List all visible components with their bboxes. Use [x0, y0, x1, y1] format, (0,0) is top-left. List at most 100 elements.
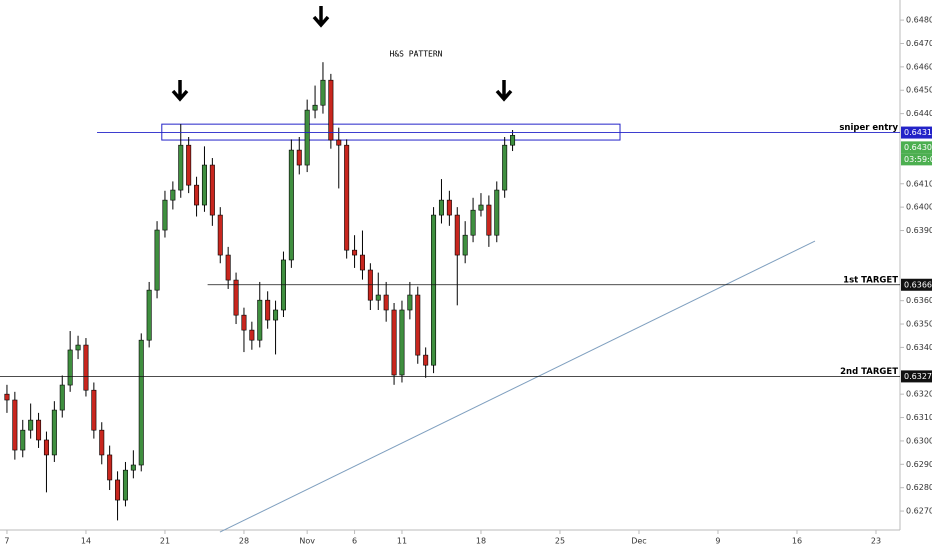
- trendline: [219, 240, 816, 533]
- candle-body: [494, 189, 500, 236]
- pattern-label: H&S PATTERN: [390, 50, 443, 59]
- x-tick-label: 18: [476, 537, 486, 546]
- candle-body: [320, 79, 326, 106]
- candle-body: [12, 399, 18, 451]
- candle-body: [352, 249, 358, 256]
- arrows: [171, 6, 513, 102]
- level-price-label: 0.63276: [904, 372, 932, 381]
- candle-body: [107, 454, 113, 481]
- candle-body: [28, 419, 34, 431]
- arrow: [312, 6, 330, 28]
- candle-body: [162, 199, 168, 231]
- candle-body: [83, 344, 89, 391]
- candle-body: [288, 149, 294, 261]
- candle-body: [20, 429, 26, 451]
- candle-body: [43, 439, 49, 456]
- candle-body: [201, 164, 207, 206]
- candle-body: [431, 214, 437, 366]
- candle-body: [209, 164, 215, 216]
- neckline-zone: [161, 123, 621, 141]
- x-tick-label: 11: [397, 537, 407, 546]
- candle-body: [407, 294, 413, 311]
- candle-body: [257, 299, 263, 341]
- y-tick-label: 0.62700: [906, 507, 932, 516]
- candle-body: [75, 344, 81, 351]
- candle-body: [470, 209, 476, 236]
- candle-body: [336, 139, 342, 146]
- candle-body: [454, 214, 460, 256]
- level-name: 2nd TARGET: [840, 367, 898, 377]
- candle-body: [154, 229, 160, 291]
- x-tick-label: 21: [160, 537, 170, 546]
- candle-body: [194, 184, 200, 206]
- current-price-box: [901, 141, 932, 154]
- x-tick-label: 6: [352, 537, 357, 546]
- candle-body: [273, 309, 279, 321]
- candle-body: [415, 294, 421, 356]
- candle-body: [99, 429, 105, 456]
- x-tick-label: 14: [81, 537, 91, 546]
- candle-body: [304, 109, 310, 166]
- level-name: 1st TARGET: [843, 275, 898, 285]
- level-name: sniper entry: [839, 123, 898, 133]
- candle-body: [4, 393, 10, 401]
- candle-body: [67, 349, 73, 386]
- arrow: [171, 80, 189, 102]
- candle-body: [383, 294, 389, 311]
- level-price-box: [901, 278, 932, 291]
- level-price-box: [901, 370, 932, 383]
- candle-body: [391, 309, 397, 376]
- candle-body: [241, 314, 247, 331]
- candle-body: [312, 104, 318, 111]
- candle-body: [59, 384, 65, 411]
- candle-body: [233, 279, 239, 316]
- candle-body: [462, 234, 468, 256]
- candle-body: [438, 199, 444, 216]
- candle-body: [51, 409, 57, 456]
- x-tick-label: 25: [555, 537, 565, 546]
- candle-body: [328, 79, 334, 141]
- candle-body: [296, 149, 302, 166]
- candle-body: [130, 464, 136, 471]
- x-tick-label: 16: [792, 537, 802, 546]
- level-price-label: 0.64319: [904, 128, 932, 137]
- x-tick-label: Dec: [631, 537, 646, 546]
- candle-body: [115, 479, 121, 501]
- candle-body: [36, 419, 42, 441]
- candle-body: [122, 469, 128, 501]
- countdown-label: 03:59:03: [904, 155, 932, 164]
- candle-body: [423, 354, 429, 366]
- candle-body: [225, 254, 231, 281]
- candle-body: [510, 135, 516, 146]
- candle-body: [502, 144, 508, 191]
- candle-body: [478, 204, 484, 211]
- candle-body: [446, 199, 452, 216]
- candle-body: [265, 299, 271, 321]
- x-tick-label: 23: [871, 537, 881, 546]
- candle-body: [249, 329, 255, 341]
- candle-body: [486, 204, 492, 236]
- x-tick-label: 7: [4, 537, 9, 546]
- candle-body: [91, 389, 97, 431]
- candle-body: [359, 254, 365, 271]
- candle-body: [186, 144, 192, 186]
- x-tick-label: Nov: [299, 537, 315, 546]
- candle-body: [344, 144, 350, 251]
